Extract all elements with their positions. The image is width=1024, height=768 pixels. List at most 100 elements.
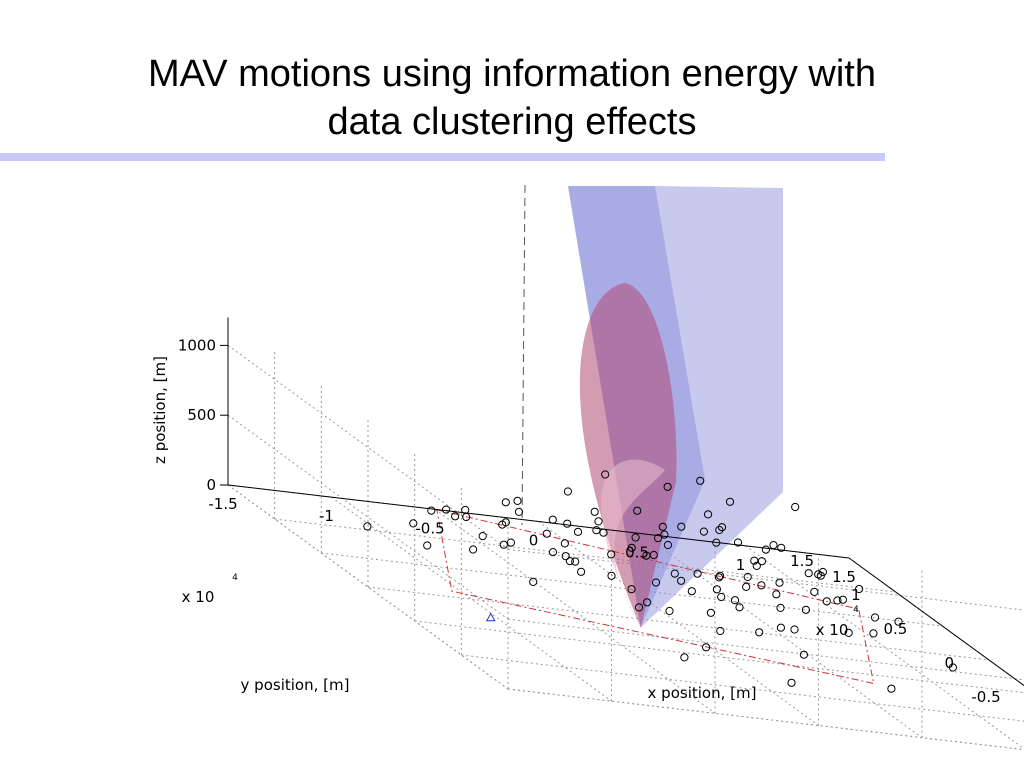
data-point <box>590 507 599 516</box>
z-axis-label: z position, [m] <box>151 356 169 464</box>
data-point <box>761 545 771 554</box>
data-point <box>776 603 785 613</box>
data-point <box>776 623 786 632</box>
data-point <box>627 543 636 552</box>
data-point <box>577 567 586 576</box>
data-point <box>742 582 751 592</box>
data-point <box>769 541 778 550</box>
energy-surfaces <box>521 184 783 628</box>
data-point <box>752 561 761 571</box>
data-point <box>725 497 735 506</box>
data-point <box>799 650 809 659</box>
y-tick-label: -0.5 <box>971 688 1000 706</box>
grid-line-floor-x <box>848 557 1024 687</box>
data-point <box>696 476 705 485</box>
x-axis-line <box>227 484 850 559</box>
data-point <box>451 512 460 521</box>
start-marker <box>485 612 496 622</box>
y-tick-label: 1 <box>851 586 861 604</box>
motion-path <box>436 509 875 685</box>
data-point <box>660 530 669 539</box>
data-point <box>894 617 903 626</box>
inner-surface-base <box>600 459 665 628</box>
title-line-1: MAV motions using information energy wit… <box>148 53 876 95</box>
data-point <box>423 541 432 550</box>
data-point <box>804 569 813 578</box>
data-point <box>755 628 764 637</box>
data-point <box>563 487 573 496</box>
data-point <box>642 598 652 607</box>
data-point <box>716 571 725 580</box>
data-point <box>712 585 722 594</box>
data-point <box>631 533 640 542</box>
data-point <box>791 502 800 512</box>
data-point <box>677 522 686 531</box>
x-axis-label: x position, [m] <box>648 684 757 702</box>
data-point <box>775 578 784 587</box>
data-point <box>717 523 727 532</box>
data-point <box>548 548 558 557</box>
data-point <box>548 515 557 524</box>
data-point <box>838 595 848 604</box>
x-tick-label: 0.5 <box>625 544 649 562</box>
data-point <box>663 540 673 550</box>
data-point <box>822 597 831 606</box>
data-point <box>680 653 689 662</box>
data-point <box>627 585 636 594</box>
data-point <box>478 532 487 541</box>
z-tick-label: 500 <box>187 406 216 424</box>
data-point <box>670 569 679 578</box>
data-point <box>717 592 726 602</box>
grid-line-floor-x <box>331 496 612 702</box>
grid-line-floor-y <box>461 654 1024 722</box>
axes: 05001000-1.5-1-0.500.511.5-1.5-1-0.500.5… <box>151 317 1024 706</box>
data-point <box>757 581 766 590</box>
data-point <box>442 505 451 514</box>
data-point <box>592 526 601 535</box>
data-point <box>733 538 743 547</box>
data-point <box>565 557 575 566</box>
data-point <box>409 519 418 528</box>
data-points <box>363 470 958 693</box>
data-point <box>777 543 786 552</box>
title-divider <box>0 153 885 161</box>
y-multiplier: x 10 <box>182 588 215 606</box>
data-point <box>870 613 880 622</box>
x-multiplier: x 10 <box>816 621 849 639</box>
data-point <box>787 678 796 687</box>
grid-line-floor-y <box>367 586 990 661</box>
data-point <box>772 590 781 599</box>
y-tick-label: 0.5 <box>883 620 907 638</box>
data-point <box>790 625 799 634</box>
data-point <box>649 550 658 560</box>
x-tick-label: 0 <box>529 532 539 550</box>
data-point <box>887 684 896 693</box>
data-point <box>801 605 811 614</box>
data-point <box>514 507 524 516</box>
data-point <box>677 576 686 585</box>
data-point <box>601 470 610 479</box>
data-point <box>427 506 436 515</box>
data-point <box>658 522 667 531</box>
data-point <box>634 603 644 612</box>
motion-path-outline <box>436 509 875 685</box>
data-point <box>563 519 572 528</box>
data-point <box>702 643 711 652</box>
data-point <box>573 527 583 536</box>
data-point <box>513 496 522 505</box>
data-point <box>844 628 853 638</box>
data-point <box>687 587 696 596</box>
data-point <box>855 584 864 594</box>
data-point <box>714 573 724 582</box>
x-tick-label: -1 <box>319 507 334 525</box>
x-tick-label: -0.5 <box>415 519 444 537</box>
grid-line-backwall-horizontal <box>507 688 1024 751</box>
y-axis-line <box>848 557 1024 687</box>
data-point <box>651 578 661 587</box>
grid-line-leftwall-horizontal <box>227 344 509 550</box>
x-tick-label: 1 <box>736 556 746 574</box>
data-point <box>607 571 616 580</box>
data-point <box>501 498 510 507</box>
grid-line-floor-y <box>274 518 896 593</box>
